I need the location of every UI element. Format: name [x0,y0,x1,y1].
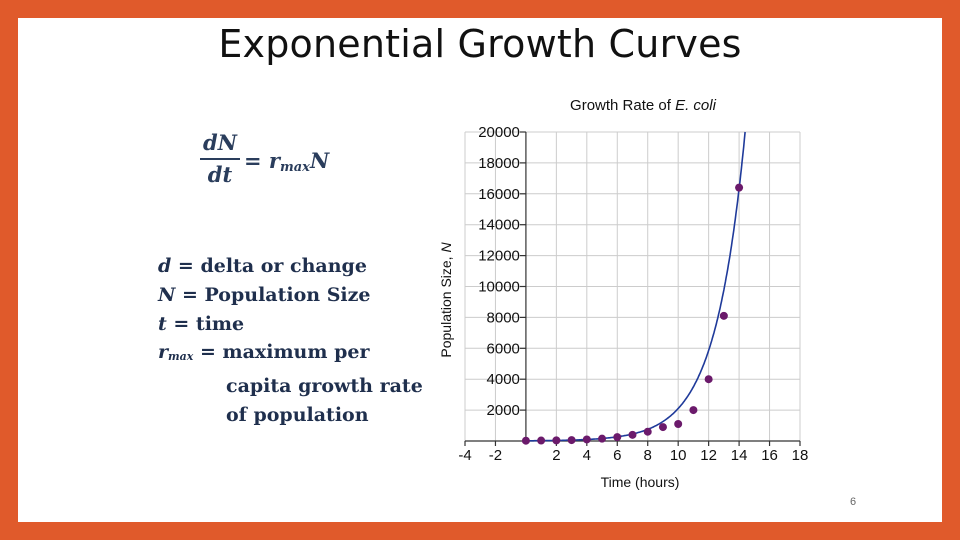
x-tick-label: 18 [792,447,809,464]
data-point [598,434,607,443]
data-point [628,430,637,439]
definition-n: N = Population Size [158,281,423,310]
x-tick-label: -4 [458,447,471,464]
y-tick-label: 6000 [487,340,520,357]
data-point [582,435,591,444]
page-number: 6 [850,496,857,508]
definition-text: = delta or change [171,255,367,277]
formula-r: r [268,148,280,173]
y-tick-label: 12000 [478,248,520,265]
chart-title: Growth Rate of E. coli [478,97,808,114]
definition-d: d = delta or change [158,252,423,281]
y-tick-label: 14000 [478,217,520,234]
x-tick-label: 16 [761,447,778,464]
formula-equals: = [244,148,262,173]
chart-title-species: E. coli [675,97,716,114]
definition-text: of population [226,403,369,426]
y-tick-label: 8000 [487,309,520,326]
variable-definitions: d = delta or change N = Population Size … [158,252,423,430]
y-tick-label: 10000 [478,279,520,296]
definition-text: = maximum per [193,341,370,364]
x-tick-label: -2 [489,447,502,464]
x-tick-label: 14 [731,447,748,464]
formula-numerator: dN [203,130,237,155]
x-tick-label: 10 [670,447,687,464]
y-tick-label: 16000 [478,186,520,203]
data-point [719,311,728,320]
data-point [689,406,698,415]
definition-sub: max [168,350,194,364]
data-point [643,427,652,436]
definition-text: capita growth rate [226,375,423,398]
data-point [704,375,713,384]
x-axis-label: Time (hours) [600,474,680,490]
definition-text: = time [166,312,245,335]
x-tick-label: 8 [644,447,652,464]
definition-var: N [158,283,176,306]
data-point [735,183,744,192]
definition-rmax-cont-1: capita growth rate [158,372,423,401]
data-point [537,436,546,445]
fraction-bar [200,158,240,160]
data-point [674,420,683,429]
x-tick-label: 12 [700,447,717,464]
data-point [567,436,576,445]
slide-background [18,18,942,522]
y-tick-label: 18000 [478,155,520,172]
data-point [521,436,530,445]
definition-var: r [158,341,169,364]
definition-rmax: rmax = maximum per [158,338,423,372]
formula-sub: max [280,160,310,175]
definition-rmax-cont-2: of population [158,401,423,430]
slide-title: Exponential Growth Curves [218,22,742,66]
data-point [658,423,667,432]
definition-text: = Population Size [175,283,371,306]
x-tick-label: 6 [613,447,621,464]
definition-var: t [158,312,167,335]
y-tick-label: 20000 [478,124,520,141]
formula-n: N [309,148,330,173]
chart-title-text: Growth Rate of [570,97,676,114]
formula-denominator: dt [207,162,233,187]
data-point [552,436,561,445]
x-tick-label: 2 [552,447,560,464]
definition-var: d [158,255,172,277]
formula-fraction: dN dt [200,130,240,188]
formula-right-side: = rmaxN [244,148,329,175]
x-tick-label: 4 [583,447,591,464]
y-tick-label: 2000 [487,402,520,419]
data-point [613,433,622,442]
definition-t: t = time [158,310,423,339]
y-tick-label: 4000 [487,371,520,388]
